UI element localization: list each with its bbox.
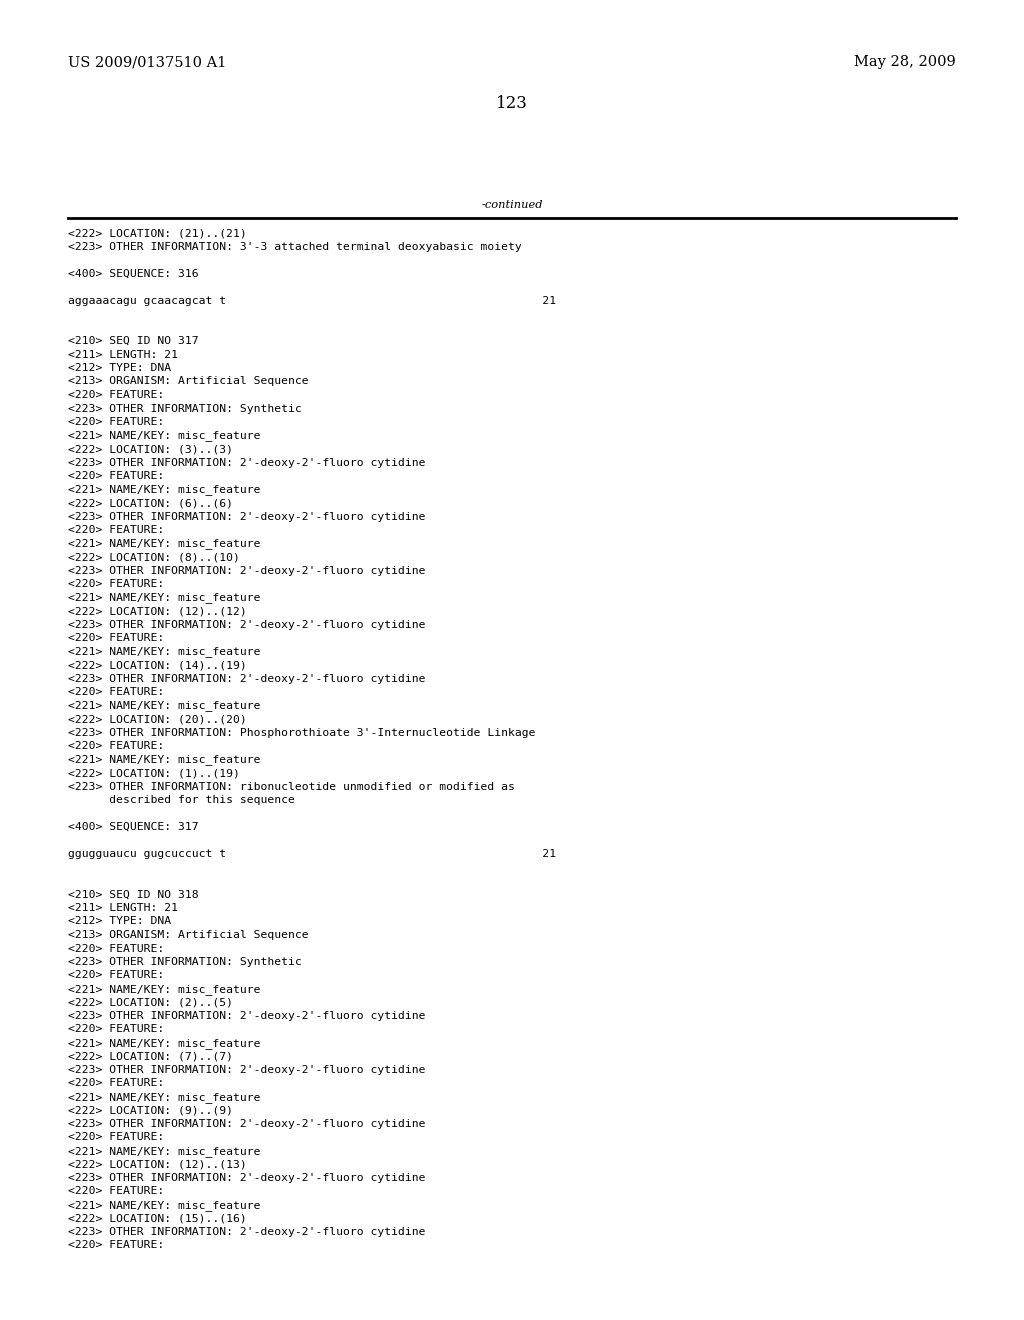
Text: <223> OTHER INFORMATION: Phosphorothioate 3'-Internucleotide Linkage: <223> OTHER INFORMATION: Phosphorothioat… [68, 727, 536, 738]
Text: <223> OTHER INFORMATION: 2'-deoxy-2'-fluoro cytidine: <223> OTHER INFORMATION: 2'-deoxy-2'-flu… [68, 1119, 426, 1129]
Text: <222> LOCATION: (15)..(16): <222> LOCATION: (15)..(16) [68, 1213, 247, 1224]
Text: <220> FEATURE:: <220> FEATURE: [68, 634, 164, 643]
Text: <220> FEATURE:: <220> FEATURE: [68, 1024, 164, 1035]
Text: <221> NAME/KEY: misc_feature: <221> NAME/KEY: misc_feature [68, 539, 260, 549]
Text: <220> FEATURE:: <220> FEATURE: [68, 741, 164, 751]
Text: <221> NAME/KEY: misc_feature: <221> NAME/KEY: misc_feature [68, 701, 260, 711]
Text: <222> LOCATION: (14)..(19): <222> LOCATION: (14)..(19) [68, 660, 247, 671]
Text: <221> NAME/KEY: misc_feature: <221> NAME/KEY: misc_feature [68, 1038, 260, 1049]
Text: 123: 123 [496, 95, 528, 112]
Text: aggaaacagu gcaacagcat t                                              21: aggaaacagu gcaacagcat t 21 [68, 296, 556, 305]
Text: described for this sequence: described for this sequence [68, 795, 295, 805]
Text: <220> FEATURE:: <220> FEATURE: [68, 1187, 164, 1196]
Text: <223> OTHER INFORMATION: 2'-deoxy-2'-fluoro cytidine: <223> OTHER INFORMATION: 2'-deoxy-2'-flu… [68, 1228, 426, 1237]
Text: <222> LOCATION: (7)..(7): <222> LOCATION: (7)..(7) [68, 1052, 233, 1061]
Text: <223> OTHER INFORMATION: 2'-deoxy-2'-fluoro cytidine: <223> OTHER INFORMATION: 2'-deoxy-2'-flu… [68, 1011, 426, 1020]
Text: <223> OTHER INFORMATION: 2'-deoxy-2'-fluoro cytidine: <223> OTHER INFORMATION: 2'-deoxy-2'-flu… [68, 673, 426, 684]
Text: <220> FEATURE:: <220> FEATURE: [68, 970, 164, 981]
Text: <222> LOCATION: (8)..(10): <222> LOCATION: (8)..(10) [68, 552, 240, 562]
Text: <222> LOCATION: (1)..(19): <222> LOCATION: (1)..(19) [68, 768, 240, 777]
Text: -continued: -continued [481, 201, 543, 210]
Text: <221> NAME/KEY: misc_feature: <221> NAME/KEY: misc_feature [68, 430, 260, 441]
Text: <223> OTHER INFORMATION: 2'-deoxy-2'-fluoro cytidine: <223> OTHER INFORMATION: 2'-deoxy-2'-flu… [68, 619, 426, 630]
Text: <221> NAME/KEY: misc_feature: <221> NAME/KEY: misc_feature [68, 983, 260, 995]
Text: <212> TYPE: DNA: <212> TYPE: DNA [68, 916, 171, 927]
Text: <222> LOCATION: (12)..(12): <222> LOCATION: (12)..(12) [68, 606, 247, 616]
Text: <223> OTHER INFORMATION: 2'-deoxy-2'-fluoro cytidine: <223> OTHER INFORMATION: 2'-deoxy-2'-flu… [68, 1173, 426, 1183]
Text: <400> SEQUENCE: 317: <400> SEQUENCE: 317 [68, 822, 199, 832]
Text: <223> OTHER INFORMATION: 3'-3 attached terminal deoxyabasic moiety: <223> OTHER INFORMATION: 3'-3 attached t… [68, 242, 522, 252]
Text: <223> OTHER INFORMATION: Synthetic: <223> OTHER INFORMATION: Synthetic [68, 404, 302, 413]
Text: <223> OTHER INFORMATION: 2'-deoxy-2'-fluoro cytidine: <223> OTHER INFORMATION: 2'-deoxy-2'-flu… [68, 458, 426, 467]
Text: <220> FEATURE:: <220> FEATURE: [68, 1133, 164, 1143]
Text: <222> LOCATION: (6)..(6): <222> LOCATION: (6)..(6) [68, 498, 233, 508]
Text: <213> ORGANISM: Artificial Sequence: <213> ORGANISM: Artificial Sequence [68, 376, 308, 387]
Text: <400> SEQUENCE: 316: <400> SEQUENCE: 316 [68, 268, 199, 279]
Text: <220> FEATURE:: <220> FEATURE: [68, 1241, 164, 1250]
Text: <210> SEQ ID NO 318: <210> SEQ ID NO 318 [68, 890, 199, 899]
Text: <220> FEATURE:: <220> FEATURE: [68, 417, 164, 426]
Text: <220> FEATURE:: <220> FEATURE: [68, 1078, 164, 1089]
Text: <220> FEATURE:: <220> FEATURE: [68, 525, 164, 535]
Text: <222> LOCATION: (20)..(20): <222> LOCATION: (20)..(20) [68, 714, 247, 723]
Text: <220> FEATURE:: <220> FEATURE: [68, 944, 164, 953]
Text: <222> LOCATION: (9)..(9): <222> LOCATION: (9)..(9) [68, 1106, 233, 1115]
Text: <222> LOCATION: (3)..(3): <222> LOCATION: (3)..(3) [68, 444, 233, 454]
Text: <222> LOCATION: (12)..(13): <222> LOCATION: (12)..(13) [68, 1159, 247, 1170]
Text: <220> FEATURE:: <220> FEATURE: [68, 686, 164, 697]
Text: <221> NAME/KEY: misc_feature: <221> NAME/KEY: misc_feature [68, 1146, 260, 1156]
Text: US 2009/0137510 A1: US 2009/0137510 A1 [68, 55, 226, 69]
Text: <223> OTHER INFORMATION: Synthetic: <223> OTHER INFORMATION: Synthetic [68, 957, 302, 968]
Text: <222> LOCATION: (2)..(5): <222> LOCATION: (2)..(5) [68, 998, 233, 1007]
Text: <221> NAME/KEY: misc_feature: <221> NAME/KEY: misc_feature [68, 1200, 260, 1210]
Text: <223> OTHER INFORMATION: 2'-deoxy-2'-fluoro cytidine: <223> OTHER INFORMATION: 2'-deoxy-2'-flu… [68, 565, 426, 576]
Text: ggugguaucu gugcuccuct t                                              21: ggugguaucu gugcuccuct t 21 [68, 849, 556, 859]
Text: <220> FEATURE:: <220> FEATURE: [68, 471, 164, 480]
Text: <221> NAME/KEY: misc_feature: <221> NAME/KEY: misc_feature [68, 755, 260, 766]
Text: <213> ORGANISM: Artificial Sequence: <213> ORGANISM: Artificial Sequence [68, 931, 308, 940]
Text: <221> NAME/KEY: misc_feature: <221> NAME/KEY: misc_feature [68, 593, 260, 603]
Text: <221> NAME/KEY: misc_feature: <221> NAME/KEY: misc_feature [68, 1092, 260, 1104]
Text: <222> LOCATION: (21)..(21): <222> LOCATION: (21)..(21) [68, 228, 247, 238]
Text: <220> FEATURE:: <220> FEATURE: [68, 389, 164, 400]
Text: <211> LENGTH: 21: <211> LENGTH: 21 [68, 350, 178, 359]
Text: <223> OTHER INFORMATION: 2'-deoxy-2'-fluoro cytidine: <223> OTHER INFORMATION: 2'-deoxy-2'-flu… [68, 1065, 426, 1074]
Text: <211> LENGTH: 21: <211> LENGTH: 21 [68, 903, 178, 913]
Text: <223> OTHER INFORMATION: ribonucleotide unmodified or modified as: <223> OTHER INFORMATION: ribonucleotide … [68, 781, 515, 792]
Text: May 28, 2009: May 28, 2009 [854, 55, 956, 69]
Text: <210> SEQ ID NO 317: <210> SEQ ID NO 317 [68, 337, 199, 346]
Text: <212> TYPE: DNA: <212> TYPE: DNA [68, 363, 171, 374]
Text: <221> NAME/KEY: misc_feature: <221> NAME/KEY: misc_feature [68, 484, 260, 495]
Text: <220> FEATURE:: <220> FEATURE: [68, 579, 164, 589]
Text: <223> OTHER INFORMATION: 2'-deoxy-2'-fluoro cytidine: <223> OTHER INFORMATION: 2'-deoxy-2'-flu… [68, 511, 426, 521]
Text: <221> NAME/KEY: misc_feature: <221> NAME/KEY: misc_feature [68, 647, 260, 657]
